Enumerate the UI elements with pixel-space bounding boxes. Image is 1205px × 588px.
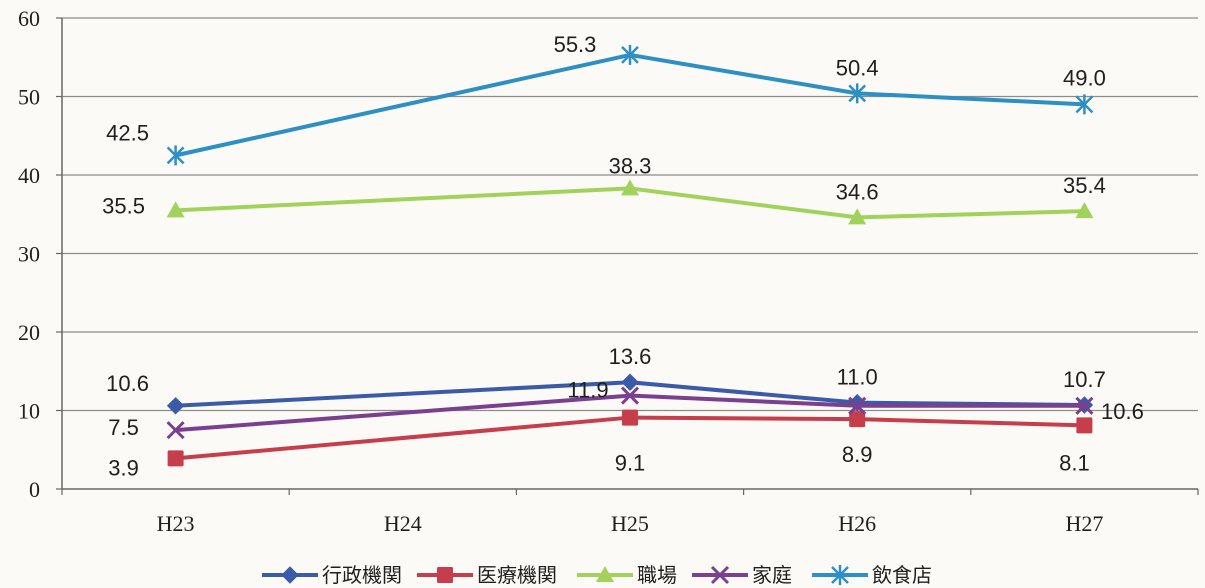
legend-item: 行政機関 <box>262 563 402 587</box>
data-label: 35.5 <box>102 193 145 218</box>
y-tick-label: 30 <box>18 242 40 267</box>
data-label: 49.0 <box>1063 65 1106 90</box>
legend-item: 医療機関 <box>417 563 557 587</box>
legend-label: 飲食店 <box>872 563 932 587</box>
data-point-marker <box>166 145 185 166</box>
series-line <box>175 393 1085 433</box>
x-tick-label: H27 <box>1065 511 1103 536</box>
data-label: 8.9 <box>842 442 873 467</box>
legend-item: 家庭 <box>692 563 792 587</box>
data-label: 10.6 <box>1101 399 1144 424</box>
series-lines <box>166 44 1094 467</box>
series-5 <box>166 44 1094 166</box>
axes: 0 10 20 30 40 50 60 H23 H24 H25 H26 H27 <box>18 6 1199 536</box>
y-tick-label: 40 <box>18 163 40 188</box>
series-4 <box>166 386 1094 440</box>
legend-marker <box>831 565 849 585</box>
x-tick-label: H23 <box>157 511 195 536</box>
y-tick-label: 0 <box>29 477 40 502</box>
series-2 <box>167 409 1093 467</box>
data-label: 3.9 <box>108 455 139 480</box>
data-label: 7.5 <box>108 415 139 440</box>
legend-label: 医療機関 <box>477 563 557 587</box>
data-point-marker <box>621 373 639 391</box>
data-label: 38.3 <box>609 153 652 178</box>
data-label: 10.6 <box>106 371 149 396</box>
data-label: 35.4 <box>1063 173 1106 198</box>
y-tick-label: 50 <box>18 85 40 110</box>
data-point-marker <box>166 421 185 440</box>
data-point-marker <box>848 393 866 412</box>
data-point-marker <box>621 44 639 65</box>
data-point-marker <box>1075 202 1094 219</box>
legend-item: 飲食店 <box>812 563 932 587</box>
data-label: 42.5 <box>106 120 149 145</box>
legend-label: 家庭 <box>752 563 792 587</box>
y-tick-label: 60 <box>18 6 40 31</box>
data-label: 13.6 <box>609 344 652 369</box>
data-label: 11.9 <box>567 378 608 403</box>
x-tick-label: H25 <box>611 511 649 536</box>
data-point-marker <box>167 450 184 467</box>
x-tick-label: H26 <box>838 511 876 536</box>
legend-item: 職場 <box>577 563 677 587</box>
data-point-marker <box>166 397 185 415</box>
y-tick-label: 10 <box>18 399 40 424</box>
legend-label: 行政機関 <box>322 563 402 587</box>
legend-marker <box>710 565 730 585</box>
data-label: 55.3 <box>554 32 597 57</box>
data-label: 10.7 <box>1063 367 1106 392</box>
data-point-marker <box>848 396 867 415</box>
y-tick-label: 20 <box>18 320 40 345</box>
x-tick-label: H24 <box>384 511 422 536</box>
legend-label: 職場 <box>637 563 677 587</box>
series-line <box>175 415 1085 461</box>
data-point-marker <box>848 208 867 225</box>
gridlines <box>62 17 1198 412</box>
data-label: 9.1 <box>615 451 646 476</box>
data-point-marker <box>166 201 185 218</box>
series-3 <box>166 179 1094 225</box>
data-point-marker <box>620 386 640 405</box>
data-point-marker <box>1075 396 1094 415</box>
data-point-marker <box>622 409 638 426</box>
data-labels: 10.6 13.6 11.0 10.7 3.9 9.1 8.9 8.1 35.5 38.3 34.6… <box>102 32 1144 480</box>
data-label: 11.0 <box>837 365 878 390</box>
data-point-marker <box>1076 417 1093 434</box>
data-label: 34.6 <box>836 179 879 204</box>
data-point-marker <box>848 83 867 104</box>
series-line <box>175 186 1085 220</box>
legend-marker <box>281 566 299 584</box>
data-label: 8.1 <box>1059 450 1090 475</box>
data-point-marker <box>621 179 639 196</box>
data-label: 50.4 <box>836 55 879 80</box>
legend-marker <box>596 566 614 582</box>
legend: 行政機関 医療機関 職場 家庭 飲食店 <box>262 563 932 587</box>
series-line <box>175 52 1085 158</box>
legend-marker <box>437 567 453 583</box>
data-point-marker <box>849 411 866 428</box>
data-point-marker <box>1075 94 1094 115</box>
